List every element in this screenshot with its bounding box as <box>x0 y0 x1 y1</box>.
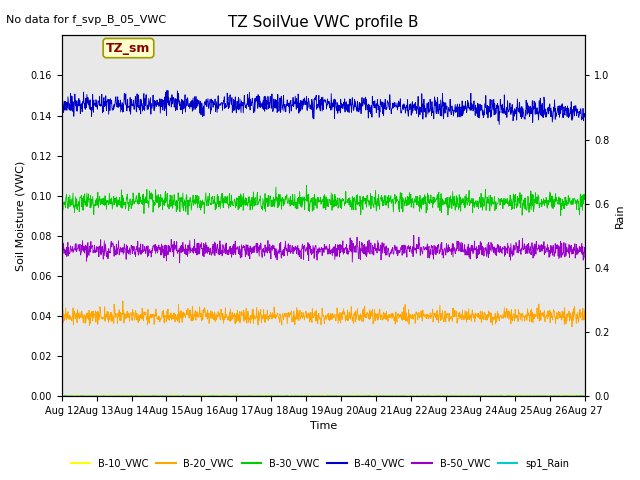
sp1_Rain <box>109 394 117 400</box>
B-30_VWC <box>174 190 182 196</box>
B-30_VWC <box>58 191 66 197</box>
B-40_VWC <box>175 90 182 96</box>
B-40_VWC <box>163 88 171 94</box>
B-30_VWC <box>520 201 527 207</box>
Text: No data for f_svp_B_05_VWC: No data for f_svp_B_05_VWC <box>6 14 166 25</box>
sp1_Rain <box>474 393 481 399</box>
B-50_VWC <box>176 260 184 266</box>
B-20_VWC <box>119 298 127 304</box>
sp1_Rain <box>58 393 66 399</box>
Line: B-50_VWC: B-50_VWC <box>62 235 585 263</box>
B-40_VWC <box>405 108 413 113</box>
B-50_VWC <box>233 246 241 252</box>
B-30_VWC <box>473 204 481 210</box>
B-50_VWC <box>474 255 481 261</box>
B-10_VWC <box>174 393 182 399</box>
B-50_VWC <box>174 248 182 253</box>
B-30_VWC <box>581 192 589 197</box>
B-20_VWC <box>581 315 589 321</box>
B-10_VWC <box>581 393 589 398</box>
B-20_VWC <box>520 313 527 319</box>
B-30_VWC <box>557 213 564 218</box>
Line: B-20_VWC: B-20_VWC <box>62 301 585 327</box>
Y-axis label: Soil Moisture (VWC): Soil Moisture (VWC) <box>15 161 25 271</box>
Title: TZ SoilVue VWC profile B: TZ SoilVue VWC profile B <box>228 15 419 30</box>
B-10_VWC <box>474 393 481 399</box>
B-20_VWC <box>405 307 413 312</box>
B-40_VWC <box>520 110 527 116</box>
B-50_VWC <box>410 232 418 238</box>
B-50_VWC <box>581 250 589 256</box>
B-40_VWC <box>495 122 503 128</box>
Line: B-40_VWC: B-40_VWC <box>62 91 585 125</box>
B-20_VWC <box>175 301 182 307</box>
Legend: B-10_VWC, B-20_VWC, B-30_VWC, B-40_VWC, B-50_VWC, sp1_Rain: B-10_VWC, B-20_VWC, B-30_VWC, B-40_VWC, … <box>67 454 573 473</box>
Y-axis label: Rain: Rain <box>615 204 625 228</box>
Line: B-30_VWC: B-30_VWC <box>62 185 585 216</box>
B-30_VWC <box>405 194 413 200</box>
B-20_VWC <box>233 317 241 323</box>
B-10_VWC <box>520 393 527 399</box>
B-20_VWC <box>162 313 170 319</box>
sp1_Rain <box>180 393 188 398</box>
B-20_VWC <box>473 311 481 317</box>
sp1_Rain <box>405 393 413 399</box>
B-30_VWC <box>233 195 241 201</box>
Line: B-10_VWC: B-10_VWC <box>62 394 585 397</box>
B-50_VWC <box>161 242 169 248</box>
B-40_VWC <box>473 106 481 112</box>
B-30_VWC <box>303 182 310 188</box>
B-40_VWC <box>581 111 589 117</box>
sp1_Rain <box>520 394 527 399</box>
B-10_VWC <box>233 393 241 399</box>
B-50_VWC <box>405 244 413 250</box>
B-10_VWC <box>58 392 66 398</box>
B-10_VWC <box>382 394 390 400</box>
B-10_VWC <box>405 393 413 399</box>
Text: TZ_sm: TZ_sm <box>106 42 150 55</box>
B-40_VWC <box>58 101 66 107</box>
B-40_VWC <box>233 98 241 104</box>
B-40_VWC <box>161 102 169 108</box>
B-20_VWC <box>58 314 66 320</box>
X-axis label: Time: Time <box>310 421 337 432</box>
B-20_VWC <box>568 324 576 330</box>
B-50_VWC <box>58 245 66 251</box>
B-50_VWC <box>520 246 527 252</box>
sp1_Rain <box>162 394 170 399</box>
B-10_VWC <box>161 393 169 398</box>
sp1_Rain <box>175 393 182 398</box>
B-10_VWC <box>264 391 271 397</box>
sp1_Rain <box>234 394 241 399</box>
B-30_VWC <box>161 189 169 194</box>
Line: sp1_Rain: sp1_Rain <box>62 396 585 397</box>
sp1_Rain <box>581 393 589 399</box>
